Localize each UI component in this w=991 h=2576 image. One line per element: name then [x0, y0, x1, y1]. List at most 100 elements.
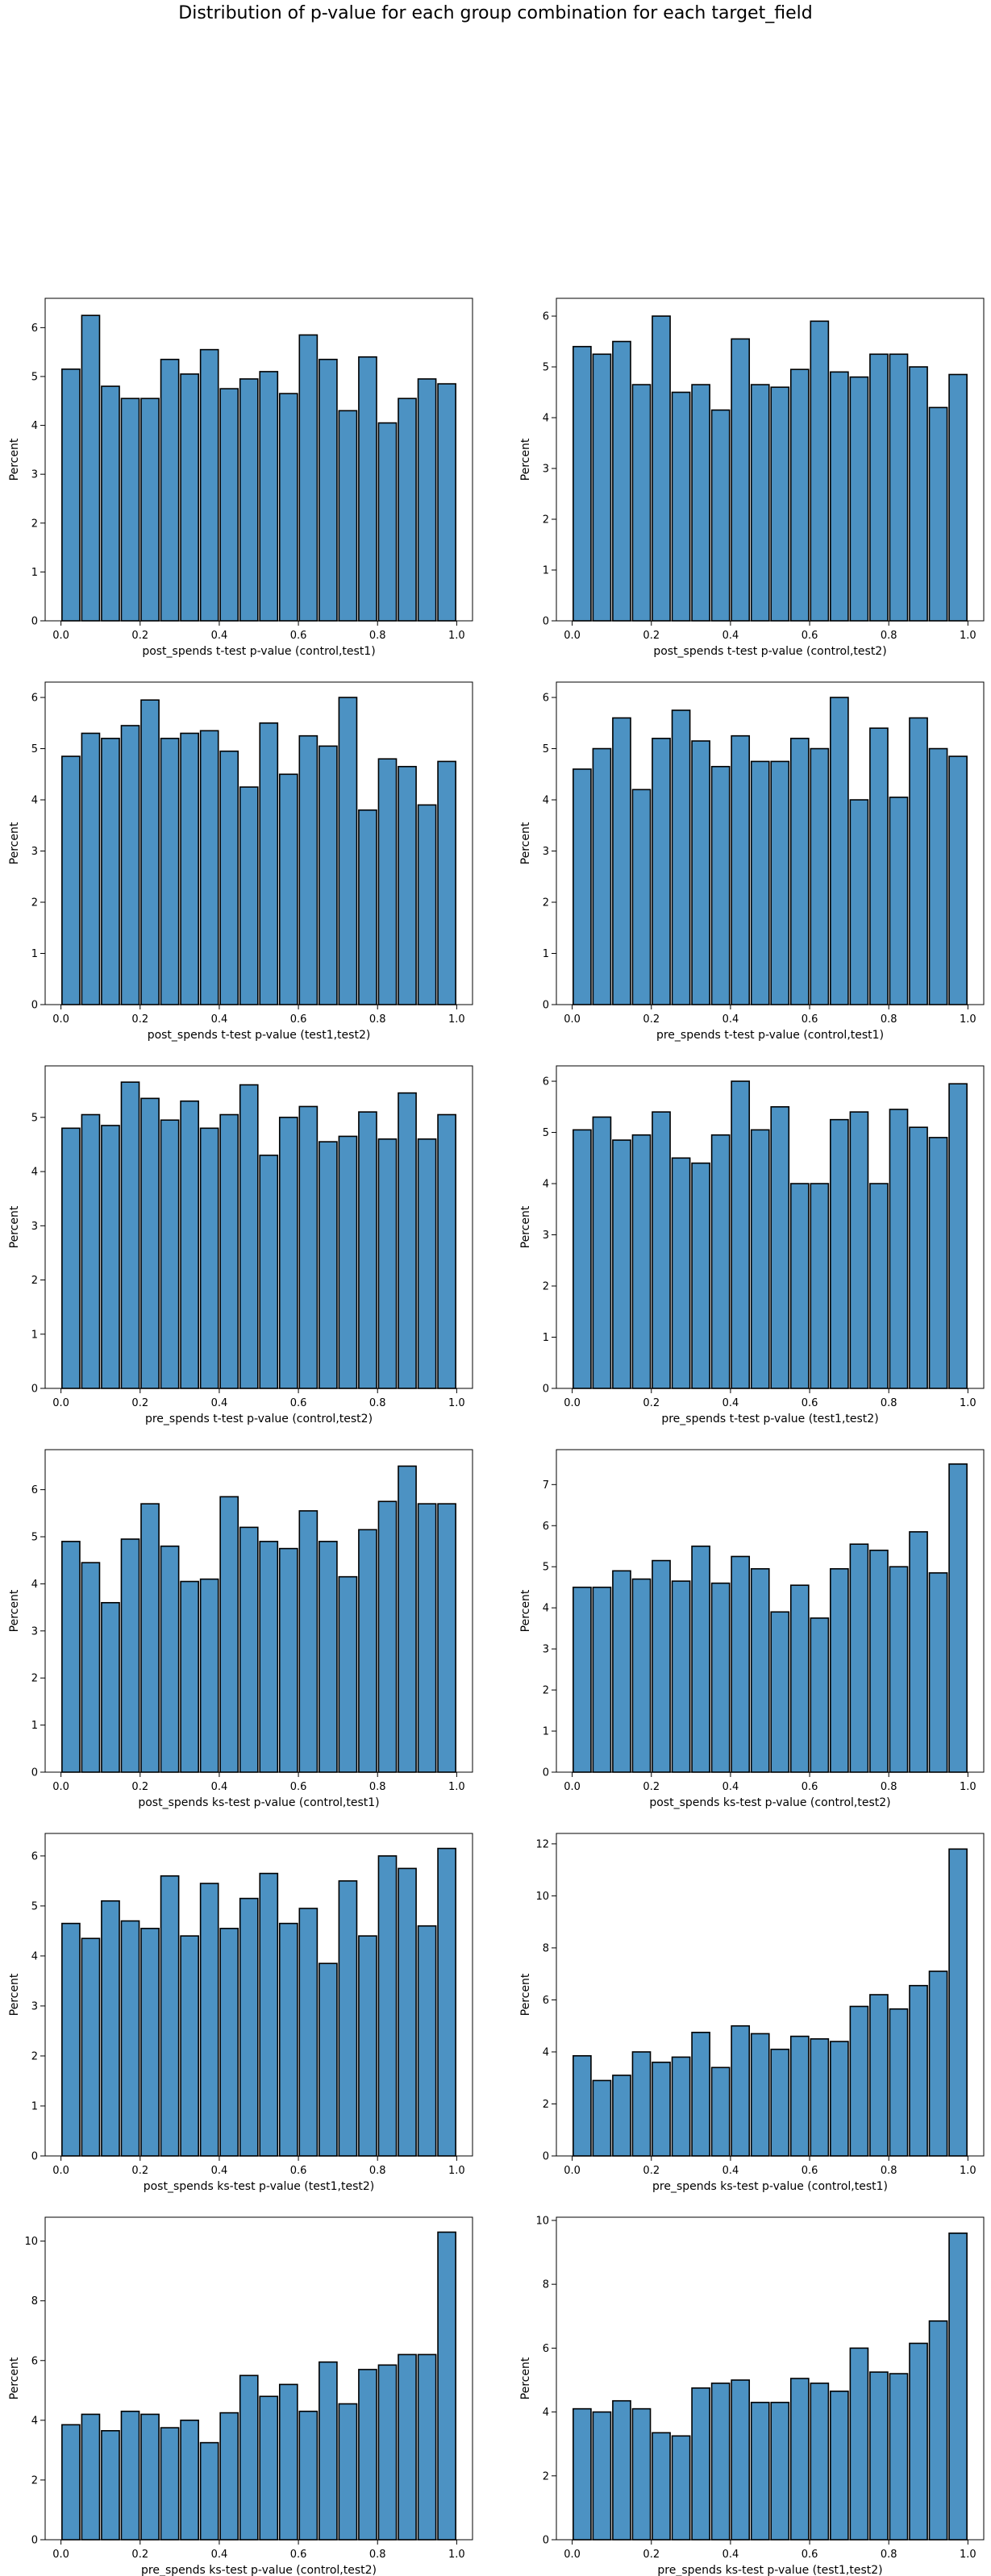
- histogram-bar: [731, 2025, 751, 2157]
- y-tick-label: 5: [543, 1127, 549, 1139]
- histogram-bar: [377, 422, 398, 622]
- histogram-bar: [592, 1586, 612, 1773]
- histogram-bar: [710, 2382, 731, 2541]
- histogram-bar: [928, 1970, 948, 2157]
- x-tick-label: 0.2: [131, 630, 148, 642]
- x-tick-label: 1.0: [448, 1781, 465, 1793]
- histogram-bar: [849, 376, 869, 622]
- histogram-bar: [928, 1137, 948, 1389]
- y-tick-label: 3: [31, 1625, 38, 1638]
- figure-title: Distribution of p-value for each group c…: [178, 3, 813, 23]
- histogram-panel-7: 0.0 0.2 0.4 0.6 0.8 1.0 0 1 2 3 4 5 6 post_spends ks-…: [8, 1449, 473, 1809]
- histogram-bar: [810, 1617, 830, 1773]
- histogram-bar: [358, 1111, 377, 1389]
- y-tick-label: 5: [31, 1900, 38, 1912]
- histogram-bar: [710, 765, 731, 1005]
- x-tick-label: 1.0: [448, 2549, 465, 2561]
- x-tick-label: 0.8: [369, 1013, 386, 1026]
- histogram-bar: [101, 1900, 120, 2157]
- histogram-bar: [278, 1922, 298, 2157]
- x-axis-label: post_spends t-test p-value (test1,test2): [148, 1029, 371, 1042]
- histogram-bar: [789, 1584, 810, 1773]
- x-axis-label: pre_spends ks-test p-value (test1,test2): [657, 2564, 882, 2576]
- histogram-bar: [437, 1847, 456, 2157]
- y-tick-label: 2: [543, 2470, 549, 2482]
- histogram-bar: [101, 2430, 120, 2541]
- plot-frame: [556, 2216, 985, 2541]
- histogram-bar: [810, 1183, 830, 1389]
- y-tick-label: 3: [31, 469, 38, 481]
- x-tick-label: 0.4: [722, 1781, 739, 1793]
- histogram-bar: [398, 1867, 417, 2157]
- histogram-bar: [298, 1105, 319, 1389]
- histogram-panel-5: 0.0 0.2 0.4 0.6 0.8 1.0 0 1 2 3 4 5 pre_spends t-tes…: [8, 1065, 473, 1425]
- histogram-bar: [869, 1183, 889, 1389]
- y-tick-label: 6: [31, 2355, 38, 2367]
- histogram-bar: [710, 409, 731, 622]
- histogram-bar: [298, 1908, 319, 2157]
- x-tick-label: 1.0: [960, 2165, 976, 2177]
- histogram-bar: [219, 1928, 239, 2157]
- histogram-bar: [120, 725, 140, 1005]
- y-tick-label: 4: [31, 1950, 38, 1962]
- y-tick-label: 2: [543, 1281, 549, 1293]
- histogram-bar: [239, 378, 259, 622]
- histogram-bar: [417, 804, 437, 1005]
- histogram-bar: [298, 334, 319, 622]
- histogram-bar: [278, 2383, 298, 2541]
- histogram-bar: [731, 1555, 751, 1773]
- y-tick-label: 3: [543, 846, 549, 858]
- y-tick-label: 6: [31, 693, 38, 705]
- histogram-bar: [789, 2035, 810, 2157]
- histogram-bar: [358, 809, 377, 1005]
- x-tick-label: 0.6: [290, 1013, 307, 1026]
- histogram-bar: [180, 1100, 199, 1389]
- histogram-bar: [377, 1138, 398, 1389]
- histogram-bar: [101, 1125, 120, 1389]
- histogram-bar: [789, 2378, 810, 2541]
- histogram-panel-12: 0.0 0.2 0.4 0.6 0.8 1.0 0 2 4 6 8 10 pre_spends ks-t…: [519, 2215, 985, 2576]
- histogram-bar: [889, 1109, 909, 1389]
- histogram-bar: [259, 1541, 279, 1773]
- histogram-bar: [652, 1111, 671, 1389]
- histogram-bar: [573, 1129, 592, 1389]
- histogram-bar: [928, 747, 948, 1005]
- plot-frame: [44, 1833, 473, 2157]
- histogram-bar: [81, 732, 101, 1005]
- histogram-bar: [278, 1117, 298, 1389]
- histogram-bar: [61, 1541, 81, 1773]
- y-tick-label: 2: [543, 2099, 549, 2111]
- x-axis-label: pre_spends ks-test p-value (control,test…: [652, 2180, 888, 2193]
- histogram-bar: [573, 768, 592, 1005]
- x-tick-label: 0.8: [369, 2165, 386, 2177]
- y-tick-label: 2: [31, 897, 38, 909]
- histogram-bar: [652, 2432, 671, 2541]
- y-tick-label: 4: [31, 1167, 38, 1179]
- x-tick-label: 0.2: [131, 1781, 148, 1793]
- histogram-bar: [278, 393, 298, 622]
- histogram-bar: [319, 1541, 338, 1773]
- histogram-bar: [319, 1141, 338, 1389]
- histogram-bar: [691, 2387, 710, 2541]
- x-tick-label: 0.4: [722, 2549, 739, 2561]
- histogram-bar: [750, 2401, 770, 2541]
- histogram-bar: [199, 1578, 219, 1773]
- y-tick-label: 3: [543, 464, 549, 476]
- histogram-panel-3: 0.0 0.2 0.4 0.6 0.8 1.0 0 1 2 3 4 5 6 post_spends t-t…: [8, 681, 473, 1042]
- y-tick-label: 1: [543, 1726, 549, 1738]
- histogram-bar: [573, 1586, 592, 1773]
- plot-frame: [556, 1833, 985, 2157]
- plot-frame: [44, 1449, 473, 1773]
- x-axis-label: post_spends t-test p-value (control,test…: [653, 645, 886, 658]
- histogram-bar: [869, 1994, 889, 2157]
- histogram-bar: [612, 2075, 631, 2157]
- histogram-bar: [101, 738, 120, 1005]
- y-tick-label: 8: [31, 2295, 38, 2308]
- y-axis-label: Percent: [519, 2357, 532, 2399]
- histogram-bar: [750, 1567, 770, 1773]
- histogram-bar: [199, 348, 219, 622]
- histogram-bar: [750, 2033, 770, 2157]
- histogram-bar: [909, 717, 928, 1005]
- histogram-bar: [691, 1545, 710, 1773]
- y-tick-label: 1: [543, 565, 549, 577]
